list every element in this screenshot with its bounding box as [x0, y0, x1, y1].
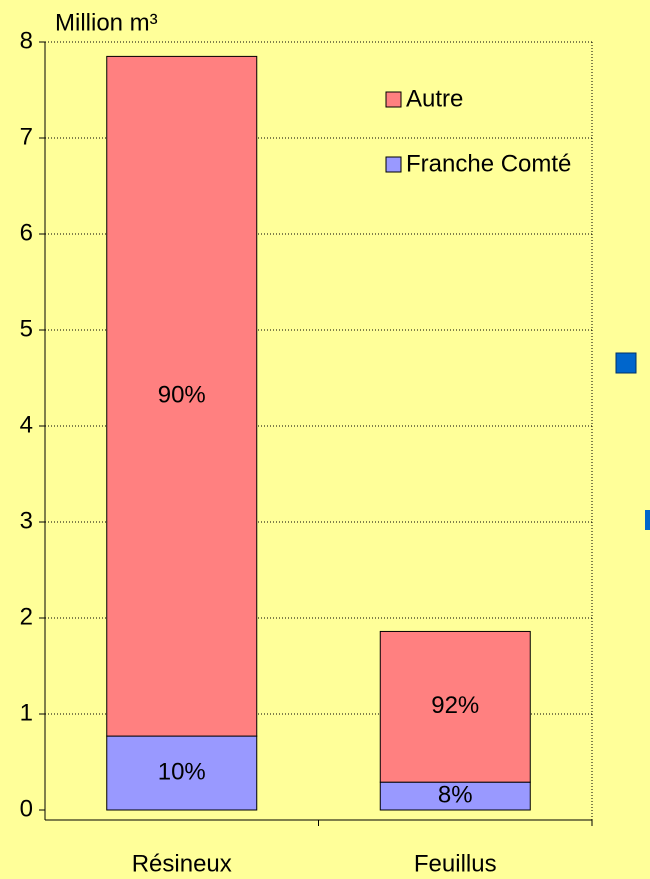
- legend-label: Autre: [406, 85, 463, 112]
- y-tick-label: 6: [20, 219, 33, 246]
- y-tick-label: 3: [20, 507, 33, 534]
- y-tick-label: 4: [20, 411, 33, 438]
- y-tick-label: 5: [20, 315, 33, 342]
- y-axis-label: Million m³: [55, 9, 158, 36]
- data-label: 10%: [158, 758, 206, 785]
- bar-segment: [106, 735, 258, 811]
- y-tick-label: 7: [20, 123, 33, 150]
- legend-swatch: [385, 156, 402, 173]
- bullet: [645, 510, 650, 530]
- y-tick-label: 0: [20, 795, 33, 822]
- data-label: 92%: [431, 692, 479, 719]
- legend-label: Franche Comté: [406, 150, 571, 177]
- y-tick-label: 2: [20, 603, 33, 630]
- x-tick-label: Feuillus: [414, 850, 497, 877]
- data-label: 90%: [158, 382, 206, 409]
- y-tick-label: 8: [20, 27, 33, 54]
- bar-segment: [106, 55, 258, 737]
- y-tick-label: 1: [20, 699, 33, 726]
- x-tick-label: Résineux: [132, 850, 232, 877]
- data-label: 8%: [438, 781, 473, 808]
- bullet: [615, 352, 637, 374]
- legend-swatch: [385, 91, 402, 108]
- bar-segment: [379, 630, 531, 783]
